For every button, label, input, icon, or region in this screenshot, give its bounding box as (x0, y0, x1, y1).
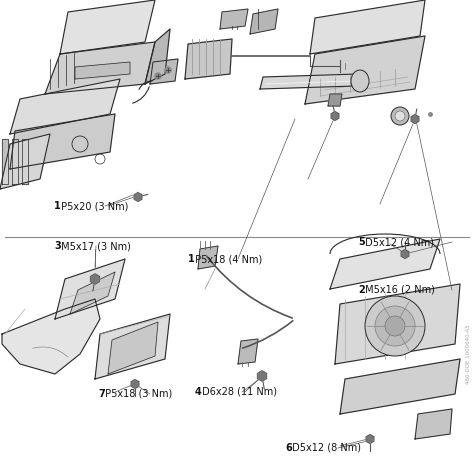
Polygon shape (185, 39, 232, 79)
Polygon shape (330, 239, 440, 289)
Polygon shape (45, 42, 155, 94)
Text: 1: 1 (54, 201, 61, 211)
Text: P5x18 (4 Nm): P5x18 (4 Nm) (191, 254, 262, 264)
Polygon shape (150, 59, 178, 84)
Polygon shape (305, 36, 425, 104)
Circle shape (375, 306, 415, 346)
Polygon shape (134, 192, 142, 201)
Text: 5: 5 (358, 237, 365, 247)
Polygon shape (257, 371, 266, 381)
Circle shape (365, 296, 425, 356)
Text: D5x12 (8 Nm): D5x12 (8 Nm) (289, 443, 361, 453)
Polygon shape (260, 74, 358, 89)
Polygon shape (331, 111, 339, 120)
Polygon shape (401, 249, 409, 258)
Polygon shape (70, 272, 115, 314)
Circle shape (155, 73, 161, 79)
Polygon shape (2, 139, 8, 184)
Polygon shape (340, 359, 460, 414)
Polygon shape (55, 259, 125, 319)
Polygon shape (411, 115, 419, 124)
Text: D5x12 (4 Nm): D5x12 (4 Nm) (362, 237, 434, 247)
Circle shape (91, 275, 99, 283)
Text: 1: 1 (188, 254, 195, 264)
Polygon shape (366, 435, 374, 444)
Text: 480-DOE 1000640-A5: 480-DOE 1000640-A5 (466, 324, 472, 384)
Polygon shape (91, 274, 100, 284)
Polygon shape (250, 9, 278, 34)
Text: P5x18 (3 Nm): P5x18 (3 Nm) (101, 389, 172, 399)
Circle shape (135, 194, 141, 200)
Circle shape (391, 107, 409, 125)
Polygon shape (75, 62, 130, 79)
Text: M5x16 (2 Nm): M5x16 (2 Nm) (362, 285, 435, 295)
Polygon shape (238, 339, 258, 364)
Polygon shape (10, 79, 120, 134)
Polygon shape (2, 299, 100, 374)
Text: M5x17 (3 Nm): M5x17 (3 Nm) (58, 241, 130, 251)
Polygon shape (335, 284, 460, 364)
Polygon shape (108, 322, 158, 374)
Polygon shape (0, 134, 50, 189)
Polygon shape (95, 314, 170, 379)
Text: D6x28 (11 Nm): D6x28 (11 Nm) (199, 387, 277, 397)
Polygon shape (415, 409, 452, 439)
Polygon shape (220, 9, 248, 29)
Circle shape (385, 316, 405, 336)
Polygon shape (145, 29, 170, 84)
Polygon shape (328, 94, 342, 106)
Polygon shape (131, 380, 139, 389)
Polygon shape (10, 114, 115, 169)
Text: 6: 6 (285, 443, 292, 453)
Circle shape (132, 381, 138, 387)
Circle shape (412, 116, 418, 122)
Circle shape (395, 111, 405, 121)
Text: P5x20 (3 Nm): P5x20 (3 Nm) (58, 201, 128, 211)
Text: 2: 2 (358, 285, 365, 295)
Text: 7: 7 (98, 389, 105, 399)
Polygon shape (310, 0, 425, 54)
Circle shape (367, 436, 373, 442)
Text: 3: 3 (54, 241, 61, 251)
Circle shape (402, 251, 408, 257)
Circle shape (165, 67, 171, 73)
Polygon shape (60, 0, 155, 54)
Circle shape (258, 373, 265, 380)
Polygon shape (198, 246, 218, 269)
Polygon shape (12, 139, 18, 184)
Ellipse shape (351, 70, 369, 92)
Circle shape (332, 113, 338, 119)
Text: 4: 4 (195, 387, 202, 397)
Polygon shape (22, 139, 28, 184)
